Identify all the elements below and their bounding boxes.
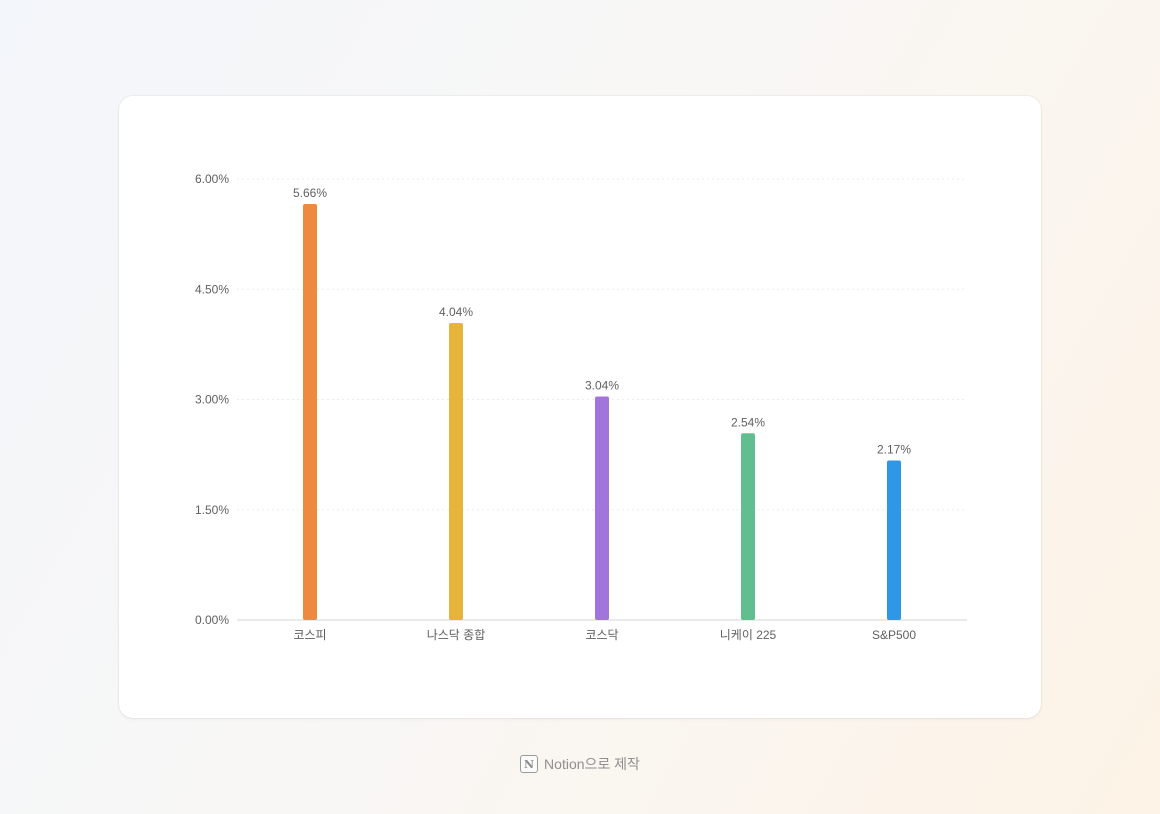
x-tick-label: 코스닥 xyxy=(585,628,618,642)
y-tick-label: 0.00% xyxy=(195,613,229,627)
y-tick-label: 6.00% xyxy=(195,172,229,186)
bar[interactable] xyxy=(449,323,463,620)
x-tick-label: 니케이 225 xyxy=(720,628,777,642)
chart-card: 0.00% 1.50% 3.00% 4.50% 6.00% 5.66% 코스피 4.04% 나스… xyxy=(119,96,1041,718)
bar[interactable] xyxy=(595,396,609,620)
x-tick-label: S&P500 xyxy=(872,628,916,642)
bar[interactable] xyxy=(887,460,901,620)
y-tick-label: 1.50% xyxy=(195,503,229,517)
bar-chart: 0.00% 1.50% 3.00% 4.50% 6.00% 5.66% 코스피 4.04% 나스… xyxy=(195,172,967,642)
bar-value-label: 3.04% xyxy=(585,379,619,393)
y-tick-label: 4.50% xyxy=(195,282,229,296)
y-tick-label: 3.00% xyxy=(195,393,229,407)
bar[interactable] xyxy=(303,203,317,620)
bar-value-label: 5.66% xyxy=(293,186,327,200)
bar[interactable] xyxy=(741,433,755,620)
notion-icon: N xyxy=(520,755,539,773)
bar-value-label: 2.17% xyxy=(877,443,911,457)
bar-value-label: 2.54% xyxy=(731,415,765,429)
bar-value-label: 4.04% xyxy=(439,305,473,319)
footer-text: Notion으로 제작 xyxy=(544,756,640,772)
x-tick-label: 나스닥 종합 xyxy=(427,628,486,642)
x-tick-label: 코스피 xyxy=(293,628,326,642)
footer: N Notion으로 제작 xyxy=(0,754,1160,774)
